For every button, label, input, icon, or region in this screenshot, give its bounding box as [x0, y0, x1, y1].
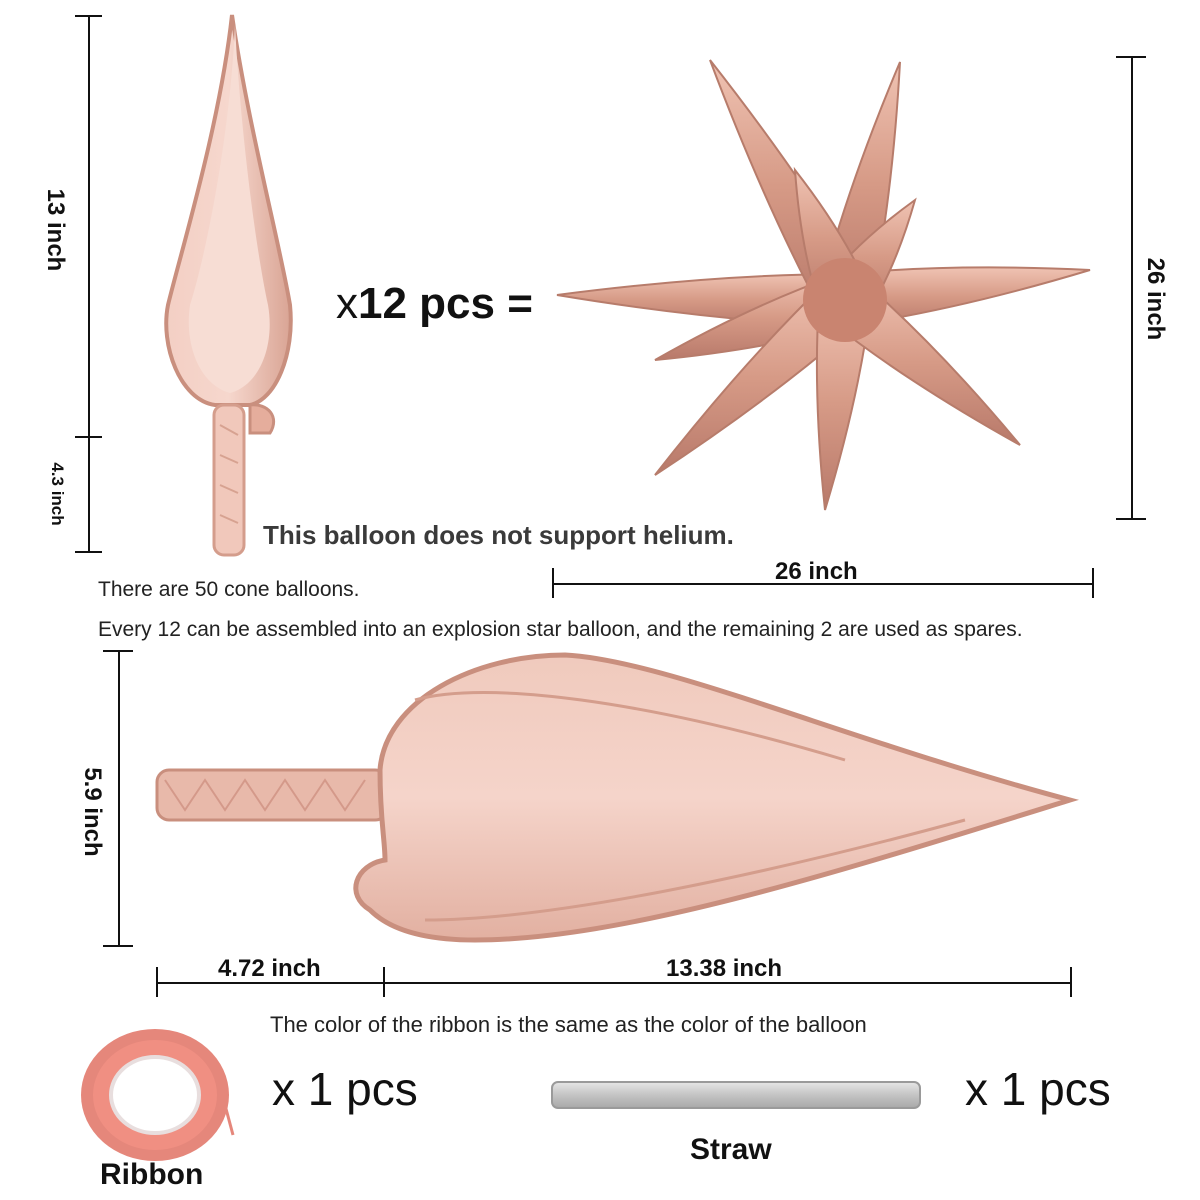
dimension-tick	[1070, 967, 1072, 997]
info-line-assembly: Every 12 can be assembled into an explos…	[98, 618, 1023, 641]
cone-height-label: 13 inch	[42, 188, 69, 272]
dimension-tick	[75, 436, 102, 438]
explosion-star-balloon-image	[556, 59, 1091, 511]
big-height-dimension-line	[118, 650, 120, 945]
helium-warning: This balloon does not support helium.	[263, 520, 734, 550]
star-spike	[840, 266, 1091, 327]
cone-balloon-image	[164, 14, 293, 557]
big-width-dimension-line	[157, 982, 1070, 984]
dimension-tick	[1092, 568, 1094, 598]
star-height-dimension-line	[1131, 56, 1133, 518]
equation-count: 12 pcs =	[358, 279, 533, 328]
height-dimension-line	[88, 15, 90, 552]
ribbon-spool-image	[81, 1029, 235, 1161]
dimension-tick	[103, 945, 133, 947]
straw-quantity: x 1 pcs	[965, 1063, 1111, 1115]
big-body-label: 13.38 inch	[666, 955, 783, 982]
ribbon-label: Ribbon	[100, 1158, 204, 1191]
big-cone-balloon-image	[155, 652, 1080, 943]
big-stick-label: 4.72 inch	[218, 955, 321, 982]
star-spikes	[556, 59, 1091, 511]
dimension-tick	[75, 551, 102, 553]
ribbon-quantity: x 1 pcs	[272, 1063, 418, 1115]
star-height-label: 26 inch	[1142, 257, 1169, 341]
info-line-count: There are 50 cone balloons.	[98, 578, 360, 601]
big-height-label: 5.9 inch	[79, 767, 106, 857]
straw-image	[551, 1081, 921, 1109]
quantity-equation: x12 pcs =	[336, 278, 533, 330]
equation-prefix: x	[336, 279, 358, 328]
cone-stick-label: 4.3 inch	[48, 462, 67, 526]
ribbon-color-note: The color of the ribbon is the same as t…	[270, 1012, 867, 1037]
star-width-dimension-line	[553, 583, 1092, 585]
dimension-tick	[1116, 518, 1146, 520]
star-spike	[815, 296, 873, 511]
star-width-label: 26 inch	[775, 558, 858, 585]
star-spike	[654, 279, 865, 476]
straw-label: Straw	[690, 1133, 772, 1166]
dimension-tick	[75, 15, 102, 17]
